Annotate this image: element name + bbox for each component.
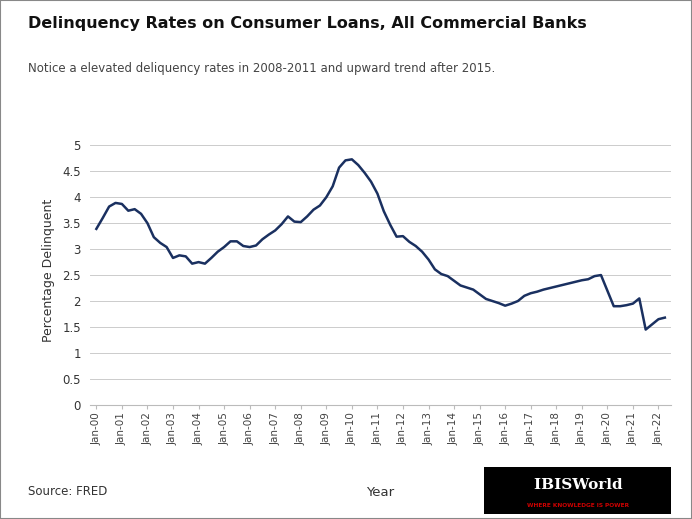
X-axis label: Year: Year [367,486,394,499]
Text: Source: FRED: Source: FRED [28,485,107,498]
Text: Notice a elevated deliquency rates in 2008-2011 and upward trend after 2015.: Notice a elevated deliquency rates in 20… [28,62,495,75]
Y-axis label: Percentage Delinquent: Percentage Delinquent [42,198,55,342]
Text: IBIS​World: IBIS​World [534,478,622,492]
Text: WHERE KNOWLEDGE IS POWER: WHERE KNOWLEDGE IS POWER [527,503,629,508]
Text: Delinquency Rates on Consumer Loans, All Commercial Banks: Delinquency Rates on Consumer Loans, All… [28,16,586,31]
